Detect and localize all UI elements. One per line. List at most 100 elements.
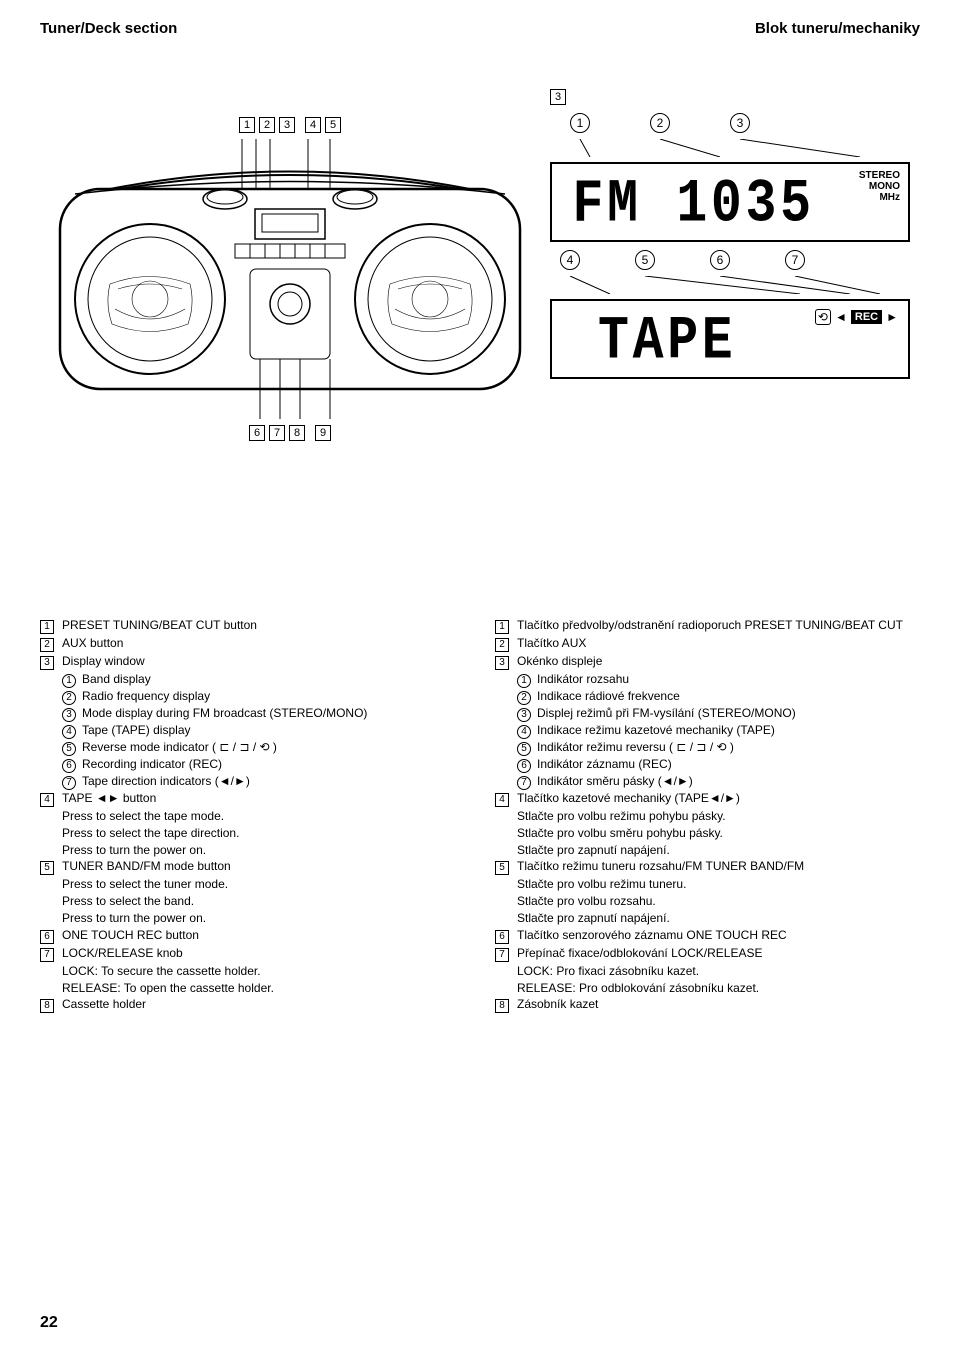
square-marker: 1 — [40, 620, 54, 634]
callout-3: 3 — [279, 117, 295, 133]
circle-marker: 7 — [62, 776, 76, 790]
list-text: Tape direction indicators (◄/►) — [82, 773, 250, 790]
circ-5: 5 — [635, 250, 655, 270]
circle-marker: 6 — [62, 759, 76, 773]
square-marker: 2 — [40, 638, 54, 652]
list-text: Stlačte pro volbu směru pohybu pásky. — [517, 825, 920, 842]
list-text: Band display — [82, 671, 151, 688]
callout-7: 7 — [269, 425, 285, 441]
callout-4: 4 — [305, 117, 321, 133]
list-text: LOCK: To secure the cassette holder. — [62, 963, 465, 980]
square-marker: 7 — [40, 948, 54, 962]
bottom-callouts: 6 7 8 9 — [40, 425, 540, 441]
circ-6: 6 — [710, 250, 730, 270]
list-text: Tlačítko kazetové mechaniky (TAPE◄/►) — [517, 790, 920, 807]
boombox-block: 1 2 3 4 5 — [40, 117, 540, 441]
callout-5: 5 — [325, 117, 341, 133]
square-marker: 7 — [495, 948, 509, 962]
list-text: LOCK/RELEASE knob — [62, 945, 465, 962]
rec-badge: ⟲ ◄ REC ► — [815, 309, 898, 325]
list-text: RELEASE: Pro odblokování zásobníku kazet… — [517, 980, 920, 997]
list-text: Radio frequency display — [82, 688, 210, 705]
lcd-fm-text: FM 1035 — [573, 169, 815, 239]
legend-columns: 1 PRESET TUNING/BEAT CUT button 2 AUX butto… — [40, 617, 920, 1014]
list-text: Okénko displeje — [517, 653, 920, 670]
list-text: Indikace rádiové frekvence — [537, 688, 680, 705]
square-marker: 1 — [495, 620, 509, 634]
list-text: Stlačte pro volbu rozsahu. — [517, 893, 920, 910]
list-text: AUX button — [62, 635, 465, 652]
list-text: Indikátor režimu reversu ( ⊏ / ⊐ / ⟲ ) — [537, 739, 734, 756]
circle-marker: 7 — [517, 776, 531, 790]
callout-2: 2 — [259, 117, 275, 133]
circle-marker: 2 — [62, 691, 76, 705]
list-text: PRESET TUNING/BEAT CUT button — [62, 617, 465, 634]
list-text: TAPE ◄► button — [62, 790, 465, 807]
list-text: Mode display during FM broadcast (STEREO… — [82, 705, 367, 722]
circle-marker: 1 — [62, 674, 76, 688]
list-text: ONE TOUCH REC button — [62, 927, 465, 944]
legend-right: 1 Tlačítko předvolby/odstranění radioporu… — [495, 617, 920, 1014]
circ-1: 1 — [570, 113, 590, 133]
circle-marker: 3 — [62, 708, 76, 722]
diagram-area: 1 2 3 4 5 — [40, 67, 920, 597]
lcd-fm: STEREO MONO MHz FM 1035 — [550, 162, 910, 242]
circle-marker: 5 — [62, 742, 76, 756]
list-text: Stlačte pro zapnutí napájení. — [517, 842, 920, 859]
circle-marker: 6 — [517, 759, 531, 773]
list-text: Tlačítko senzorového záznamu ONE TOUCH R… — [517, 927, 920, 944]
arrow-left-icon: ◄ — [835, 310, 847, 324]
display-block: 3 1 2 3 STEREO MONO MHz FM 1035 4 5 6 7 — [550, 87, 920, 385]
callout-9: 9 — [315, 425, 331, 441]
lcd-tape: ⟲ ◄ REC ► TAPE — [550, 299, 910, 379]
display-callout-3: 3 — [550, 89, 566, 105]
list-text: Tlačítko předvolby/odstranění radioporuc… — [517, 617, 920, 634]
square-marker: 8 — [40, 999, 54, 1013]
boombox-illustration — [50, 139, 530, 419]
list-text: Tlačítko režimu tuneru rozsahu/FM TUNER … — [517, 858, 920, 875]
list-text: Tlačítko AUX — [517, 635, 920, 652]
rec-label: REC — [851, 310, 882, 324]
square-marker: 8 — [495, 999, 509, 1013]
section-titles: Tuner/Deck section Blok tuneru/mechaniky — [40, 20, 920, 37]
top-callouts: 1 2 3 4 5 — [40, 117, 540, 133]
list-text: Indikátor záznamu (REC) — [537, 756, 672, 773]
list-text: Cassette holder — [62, 996, 465, 1013]
callout-6: 6 — [249, 425, 265, 441]
list-text: Press to select the tuner mode. — [62, 876, 465, 893]
list-text: Stlačte pro volbu režimu tuneru. — [517, 876, 920, 893]
list-text: Zásobník kazet — [517, 996, 920, 1013]
title-right: Blok tuneru/mechaniky — [755, 20, 920, 37]
list-text: Press to turn the power on. — [62, 842, 465, 859]
square-marker: 4 — [40, 793, 54, 807]
square-marker: 2 — [495, 638, 509, 652]
square-marker: 6 — [40, 930, 54, 944]
title-left: Tuner/Deck section — [40, 20, 177, 37]
circle-marker: 1 — [517, 674, 531, 688]
reverse-icon: ⟲ — [815, 309, 831, 325]
list-text: Reverse mode indicator ( ⊏ / ⊐ / ⟲ ) — [82, 739, 277, 756]
list-text: Displej režimů při FM-vysílání (STEREO/M… — [537, 705, 796, 722]
list-text: Přepínač fixace/odblokování LOCK/RELEASE — [517, 945, 920, 962]
list-text: Display window — [62, 653, 465, 670]
callout-1: 1 — [239, 117, 255, 133]
list-text: Tape (TAPE) display — [82, 722, 191, 739]
lcd-tape-text: TAPE — [598, 306, 736, 376]
page-number: 22 — [40, 1314, 58, 1332]
square-marker: 3 — [40, 656, 54, 670]
list-text: Indikace režimu kazetové mechaniky (TAPE… — [537, 722, 775, 739]
callout-8: 8 — [289, 425, 305, 441]
legend-left: 1 PRESET TUNING/BEAT CUT button 2 AUX butto… — [40, 617, 465, 1014]
list-text: Indikátor rozsahu — [537, 671, 629, 688]
square-marker: 5 — [40, 861, 54, 875]
square-marker: 6 — [495, 930, 509, 944]
circle-marker: 4 — [62, 725, 76, 739]
list-text: Press to select the tape mode. — [62, 808, 465, 825]
circ-2: 2 — [650, 113, 670, 133]
circ-4: 4 — [560, 250, 580, 270]
list-text: RELEASE: To open the cassette holder. — [62, 980, 465, 997]
circ-3: 3 — [730, 113, 750, 133]
arrow-right-icon: ► — [886, 310, 898, 324]
list-text: Recording indicator (REC) — [82, 756, 222, 773]
list-text: Stlačte pro volbu režimu pohybu pásky. — [517, 808, 920, 825]
